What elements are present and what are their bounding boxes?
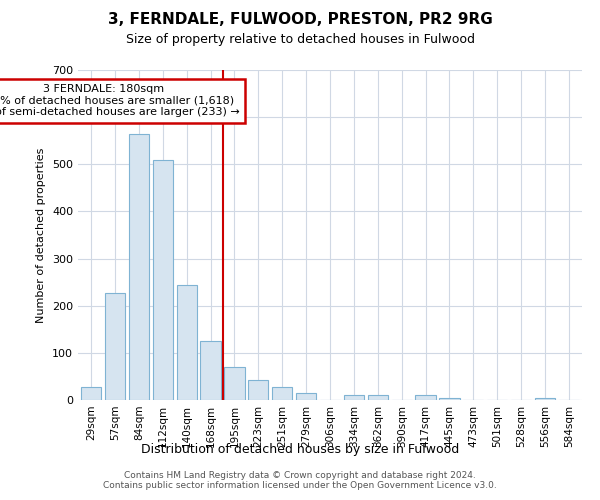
Text: Distribution of detached houses by size in Fulwood: Distribution of detached houses by size … — [141, 442, 459, 456]
Bar — [200, 341, 221, 400]
Bar — [272, 387, 292, 400]
Y-axis label: Number of detached properties: Number of detached properties — [37, 148, 46, 322]
Bar — [415, 396, 436, 400]
Bar — [224, 367, 245, 400]
Bar — [535, 398, 555, 400]
Bar — [248, 380, 268, 400]
Text: Contains HM Land Registry data © Crown copyright and database right 2024.: Contains HM Land Registry data © Crown c… — [124, 471, 476, 480]
Bar — [344, 396, 364, 400]
Text: Contains public sector information licensed under the Open Government Licence v3: Contains public sector information licen… — [103, 481, 497, 490]
Bar — [176, 284, 197, 400]
Bar — [129, 134, 149, 400]
Text: Size of property relative to detached houses in Fulwood: Size of property relative to detached ho… — [125, 32, 475, 46]
Bar — [439, 398, 460, 400]
Bar — [368, 396, 388, 400]
Text: 3, FERNDALE, FULWOOD, PRESTON, PR2 9RG: 3, FERNDALE, FULWOOD, PRESTON, PR2 9RG — [107, 12, 493, 28]
Bar — [81, 387, 101, 400]
Bar — [152, 160, 173, 400]
Text: 3 FERNDALE: 180sqm
← 87% of detached houses are smaller (1,618)
13% of semi-deta: 3 FERNDALE: 180sqm ← 87% of detached hou… — [0, 84, 239, 117]
Bar — [296, 393, 316, 400]
Bar — [105, 292, 125, 400]
